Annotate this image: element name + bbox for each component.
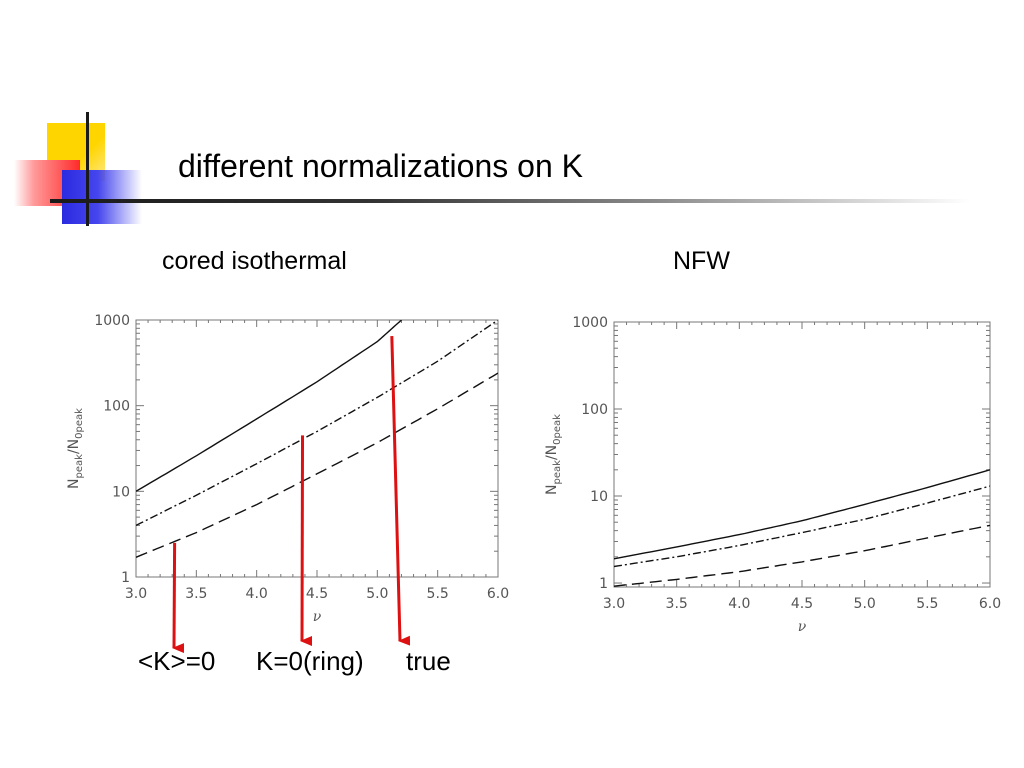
legend-label-k-mean-zero: <K>=0 (138, 646, 216, 676)
deco-vertical-line (86, 112, 89, 226)
x-axis-title: ν (798, 619, 807, 635)
y-axis-title: Npeak/N0peak (544, 414, 563, 495)
x-tick-label: 5.5 (427, 586, 449, 602)
x-tick-label: 5.0 (366, 586, 388, 602)
series-line--k-0 (614, 524, 990, 587)
annotation-arrows (172, 335, 411, 654)
series-line--k-0 (136, 372, 498, 558)
chart-cored-isothermal: 3.0 3.5 4.0 4.5 5.0 5.5 6.0 1 10 100 1000 ν Npeak/N0… (66, 313, 509, 625)
x-tick-label: 4.5 (306, 586, 328, 602)
x-tick-label: 3.0 (603, 596, 625, 612)
y-tick-label: 100 (581, 402, 608, 418)
y-tick-label: 1000 (94, 313, 130, 329)
annotation-arrow (172, 542, 185, 654)
y-tick-label: 10 (590, 489, 608, 505)
y-axis-title: Npeak/N0peak (66, 408, 85, 489)
legend-label-true: true (406, 646, 451, 676)
y-tick-label: 1 (121, 570, 130, 586)
y-tick-label: 10 (112, 484, 130, 500)
y-tick-label: 1 (599, 576, 608, 592)
deco-blue-square (62, 170, 142, 224)
x-axis-title: ν (313, 609, 322, 625)
title-rule (50, 199, 970, 203)
x-tick-label: 3.5 (185, 586, 207, 602)
x-tick-label: 4.0 (728, 596, 750, 612)
series-line-true (136, 320, 402, 492)
panel-label-cored-isothermal: cored isothermal (162, 247, 347, 275)
x-tick-label: 5.0 (854, 596, 876, 612)
chart-nfw: 3.0 3.5 4.0 4.5 5.0 5.5 6.0 1 10 100 1000 ν Npeak/N0… (544, 315, 1001, 635)
x-tick-label: 3.5 (666, 596, 688, 612)
annotation-arrow (300, 435, 313, 647)
x-tick-label: 4.5 (791, 596, 813, 612)
series-line-k-0-ring- (136, 320, 498, 527)
x-tick-label: 6.0 (979, 596, 1001, 612)
x-tick-label: 5.5 (916, 596, 938, 612)
plot-frame (613, 321, 991, 588)
x-tick-label: 4.0 (246, 586, 268, 602)
x-tick-label: 6.0 (487, 586, 509, 602)
annotation-arrow (390, 335, 411, 646)
y-tick-label: 1000 (572, 315, 608, 331)
panel-label-nfw: NFW (673, 247, 730, 275)
series-group (136, 320, 498, 558)
y-tick-label: 100 (103, 399, 130, 415)
series-line-true (614, 469, 990, 560)
series-group (614, 469, 990, 587)
x-tick-label: 3.0 (125, 586, 147, 602)
slide-title: different normalizations on K (178, 148, 583, 184)
series-line-k-0-ring- (614, 485, 990, 568)
plot-frame (135, 319, 499, 578)
legend-label-k-zero-ring: K=0(ring) (256, 646, 364, 676)
